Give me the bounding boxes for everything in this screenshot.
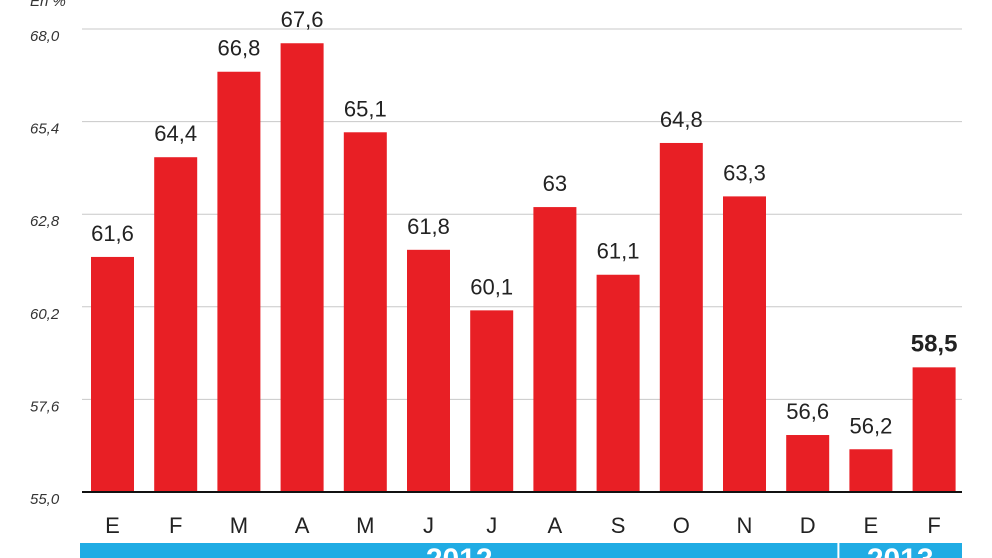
data-label: 61,8 xyxy=(407,214,450,239)
data-labels: 61,6 64,4 66,8 67,6 65,1 61,8 60,1 63 61,1 64,8 63… xyxy=(91,7,957,438)
x-tick-label: N xyxy=(737,513,753,538)
x-tick-label: J xyxy=(423,513,434,538)
x-tick-label: S xyxy=(611,513,626,538)
y-tick-label: 55,0 xyxy=(30,491,60,508)
x-tick-label: A xyxy=(295,513,310,538)
bar xyxy=(217,71,261,492)
bar xyxy=(849,449,893,492)
bar xyxy=(659,142,703,492)
unit-label: En % xyxy=(30,0,66,10)
year-label: 2013 xyxy=(867,543,934,558)
y-tick-label: 60,2 xyxy=(30,306,60,323)
data-label: 58,5 xyxy=(911,330,958,357)
year-band: 2012 2013 xyxy=(80,543,962,558)
x-tick-label: J xyxy=(486,513,497,538)
x-tick-label: D xyxy=(800,513,816,538)
x-tick-label: M xyxy=(230,513,248,538)
y-tick-label: 68,0 xyxy=(30,28,60,45)
data-label: 61,6 xyxy=(91,221,134,246)
y-axis-ticks: 55,0 57,6 60,2 62,8 65,4 68,0 xyxy=(30,28,60,508)
data-label: 56,6 xyxy=(786,399,829,424)
bar xyxy=(723,196,766,492)
y-tick-label: 65,4 xyxy=(30,121,59,138)
y-tick-label: 57,6 xyxy=(30,398,60,415)
bar xyxy=(407,249,450,492)
data-label: 63,3 xyxy=(723,160,766,185)
data-label: 65,1 xyxy=(344,96,387,121)
bar xyxy=(343,132,387,493)
bars xyxy=(91,43,956,493)
bar xyxy=(280,43,324,492)
x-tick-label: O xyxy=(673,513,690,538)
data-label: 66,8 xyxy=(217,36,260,61)
data-label: 64,4 xyxy=(154,121,197,146)
data-label: 60,1 xyxy=(470,274,513,299)
data-label: 64,8 xyxy=(660,107,703,132)
data-label: 67,6 xyxy=(281,7,324,32)
year-label: 2012 xyxy=(426,543,493,558)
x-tick-label: A xyxy=(548,513,563,538)
x-tick-label: M xyxy=(356,513,374,538)
bar xyxy=(470,310,514,492)
bar xyxy=(154,157,198,492)
y-tick-label: 62,8 xyxy=(30,213,60,230)
bar xyxy=(533,207,577,493)
bar xyxy=(91,256,134,492)
data-label: 56,2 xyxy=(849,413,892,438)
bar xyxy=(912,367,956,492)
year-band-bar xyxy=(80,543,962,558)
x-tick-label: E xyxy=(864,513,879,538)
x-tick-label: F xyxy=(169,513,182,538)
x-tick-label: F xyxy=(927,513,940,538)
x-tick-label: E xyxy=(105,513,120,538)
bar xyxy=(596,274,640,492)
data-label: 63 xyxy=(543,171,567,196)
gridlines xyxy=(82,28,962,400)
data-label: 61,1 xyxy=(597,239,640,264)
bar xyxy=(786,435,830,492)
